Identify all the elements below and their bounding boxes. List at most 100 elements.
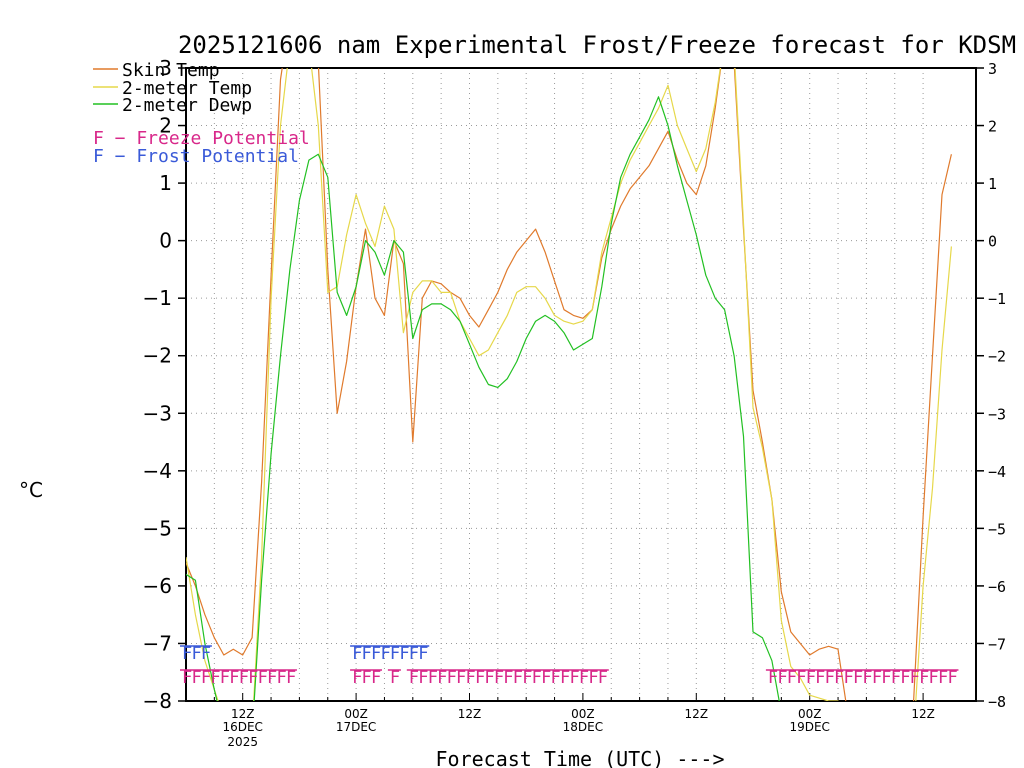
y-tick-label-right: 3 bbox=[988, 60, 997, 78]
x-tick-date: 19DEC bbox=[789, 720, 829, 734]
freeze-flag: F bbox=[777, 668, 787, 688]
y-tick-label-left: −4 bbox=[143, 459, 172, 483]
y-tick-label-left: 2 bbox=[159, 114, 172, 138]
freeze-flag: F bbox=[579, 668, 589, 688]
freeze-flag: F bbox=[806, 668, 816, 688]
x-tick-label: 12Z bbox=[231, 707, 255, 721]
freeze-flag: F bbox=[409, 668, 419, 688]
freeze-flag: F bbox=[569, 668, 579, 688]
freeze-flag: F bbox=[352, 668, 362, 688]
freeze-flag: F bbox=[418, 668, 428, 688]
legend: Skin Temp 2-meter Temp 2-meter Dewp F − … bbox=[93, 60, 310, 167]
y-tick-label-left: 3 bbox=[159, 56, 172, 80]
legend-label-2m-temp: 2-meter Temp bbox=[122, 78, 252, 99]
freeze-flag: F bbox=[229, 668, 239, 688]
y-tick-label-left: −6 bbox=[143, 574, 172, 598]
x-tick-label: 12Z bbox=[911, 707, 935, 721]
freeze-flag: F bbox=[182, 668, 192, 688]
y-tick-label-right: 2 bbox=[988, 118, 997, 136]
freeze-flag: F bbox=[768, 668, 778, 688]
frost-flag: F bbox=[409, 644, 419, 664]
y-tick-label-right: −4 bbox=[988, 463, 1006, 481]
series-line-2-meter-temp bbox=[186, 68, 952, 701]
freeze-flag: F bbox=[513, 668, 523, 688]
freeze-flag: F bbox=[220, 668, 230, 688]
freeze-flag: F bbox=[447, 668, 457, 688]
y-axis-label: °C bbox=[19, 478, 43, 502]
frost-flag: F bbox=[380, 644, 390, 664]
y-tick-label-left: −7 bbox=[143, 631, 172, 655]
freeze-flag: F bbox=[362, 668, 372, 688]
legend-freeze-potential: F − Freeze Potential bbox=[93, 128, 310, 149]
freeze-flag: F bbox=[191, 668, 201, 688]
y-tick-label-right: 1 bbox=[988, 175, 997, 193]
freeze-flag: F bbox=[815, 668, 825, 688]
freeze-flag: F bbox=[900, 668, 910, 688]
series-line-skin-temp bbox=[186, 68, 952, 701]
x-tick-label: 12Z bbox=[458, 707, 482, 721]
freeze-flag: F bbox=[891, 668, 901, 688]
freeze-flag: F bbox=[277, 668, 287, 688]
frost-flag: F bbox=[182, 644, 192, 664]
frost-flag: F bbox=[399, 644, 409, 664]
y-tick-label-right: −3 bbox=[988, 405, 1006, 423]
legend-label-2m-dewp: 2-meter Dewp bbox=[122, 95, 252, 116]
freeze-flag: F bbox=[390, 668, 400, 688]
x-tick-label: 00Z bbox=[344, 707, 368, 721]
chart-title: 2025121606 nam Experimental Frost/Freeze… bbox=[178, 31, 1016, 59]
freeze-flag: F bbox=[796, 668, 806, 688]
y-tick-label-right: −8 bbox=[988, 693, 1006, 711]
freeze-flag: F bbox=[551, 668, 561, 688]
y-axis-right: 3 2 1 0 −1 −2 −3 −4 −5 −6 −7 −8 bbox=[976, 60, 1006, 711]
y-axis-left: 3 2 1 0 −1 −2 −3 −4 −5 −6 −7 −8 bbox=[143, 56, 186, 713]
freeze-flag: F bbox=[484, 668, 494, 688]
freeze-flag: F bbox=[248, 668, 258, 688]
freeze-flag: F bbox=[919, 668, 929, 688]
y-tick-label-left: −8 bbox=[143, 689, 172, 713]
freeze-flag: F bbox=[938, 668, 948, 688]
freeze-flag: F bbox=[853, 668, 863, 688]
y-tick-label-left: −3 bbox=[143, 401, 172, 425]
freeze-flag: F bbox=[466, 668, 476, 688]
y-tick-label-left: 1 bbox=[159, 171, 172, 195]
freeze-flag: F bbox=[787, 668, 797, 688]
y-tick-label-left: 0 bbox=[159, 229, 172, 253]
y-tick-label-right: −5 bbox=[988, 520, 1006, 538]
legend-label-skin-temp: Skin Temp bbox=[122, 60, 220, 81]
freeze-flag: F bbox=[286, 668, 296, 688]
y-tick-label-right: −1 bbox=[988, 290, 1006, 308]
freeze-flag: F bbox=[929, 668, 939, 688]
freeze-flag: F bbox=[239, 668, 249, 688]
y-tick-label-left: −5 bbox=[143, 516, 172, 540]
x-tick-year: 2025 bbox=[227, 735, 258, 749]
x-tick-date: 17DEC bbox=[336, 720, 376, 734]
y-tick-label-left: −1 bbox=[143, 286, 172, 310]
series-lines bbox=[186, 68, 952, 701]
freeze-flag: F bbox=[844, 668, 854, 688]
freeze-flag: F bbox=[947, 668, 957, 688]
freeze-flag: F bbox=[494, 668, 504, 688]
freeze-flag: F bbox=[588, 668, 598, 688]
x-tick-label: 12Z bbox=[685, 707, 709, 721]
freeze-flag: F bbox=[541, 668, 551, 688]
y-tick-label-right: −2 bbox=[988, 348, 1006, 366]
freeze-flag: F bbox=[475, 668, 485, 688]
freeze-flag: F bbox=[881, 668, 891, 688]
freeze-flag: F bbox=[210, 668, 220, 688]
x-tick-label: 00Z bbox=[798, 707, 822, 721]
x-axis-label: Forecast Time (UTC) ---> bbox=[436, 747, 725, 768]
y-tick-label-right: −6 bbox=[988, 578, 1006, 596]
y-tick-label-right: −7 bbox=[988, 635, 1006, 653]
frost-flag: F bbox=[191, 644, 201, 664]
freeze-flag: F bbox=[371, 668, 381, 688]
frost-flag: F bbox=[201, 644, 211, 664]
freeze-flag: F bbox=[598, 668, 608, 688]
frost-flag: F bbox=[352, 644, 362, 664]
x-tick-label: 00Z bbox=[571, 707, 595, 721]
freeze-flag: F bbox=[437, 668, 447, 688]
freeze-flag: F bbox=[428, 668, 438, 688]
freeze-flag: F bbox=[825, 668, 835, 688]
freeze-flag: F bbox=[456, 668, 466, 688]
